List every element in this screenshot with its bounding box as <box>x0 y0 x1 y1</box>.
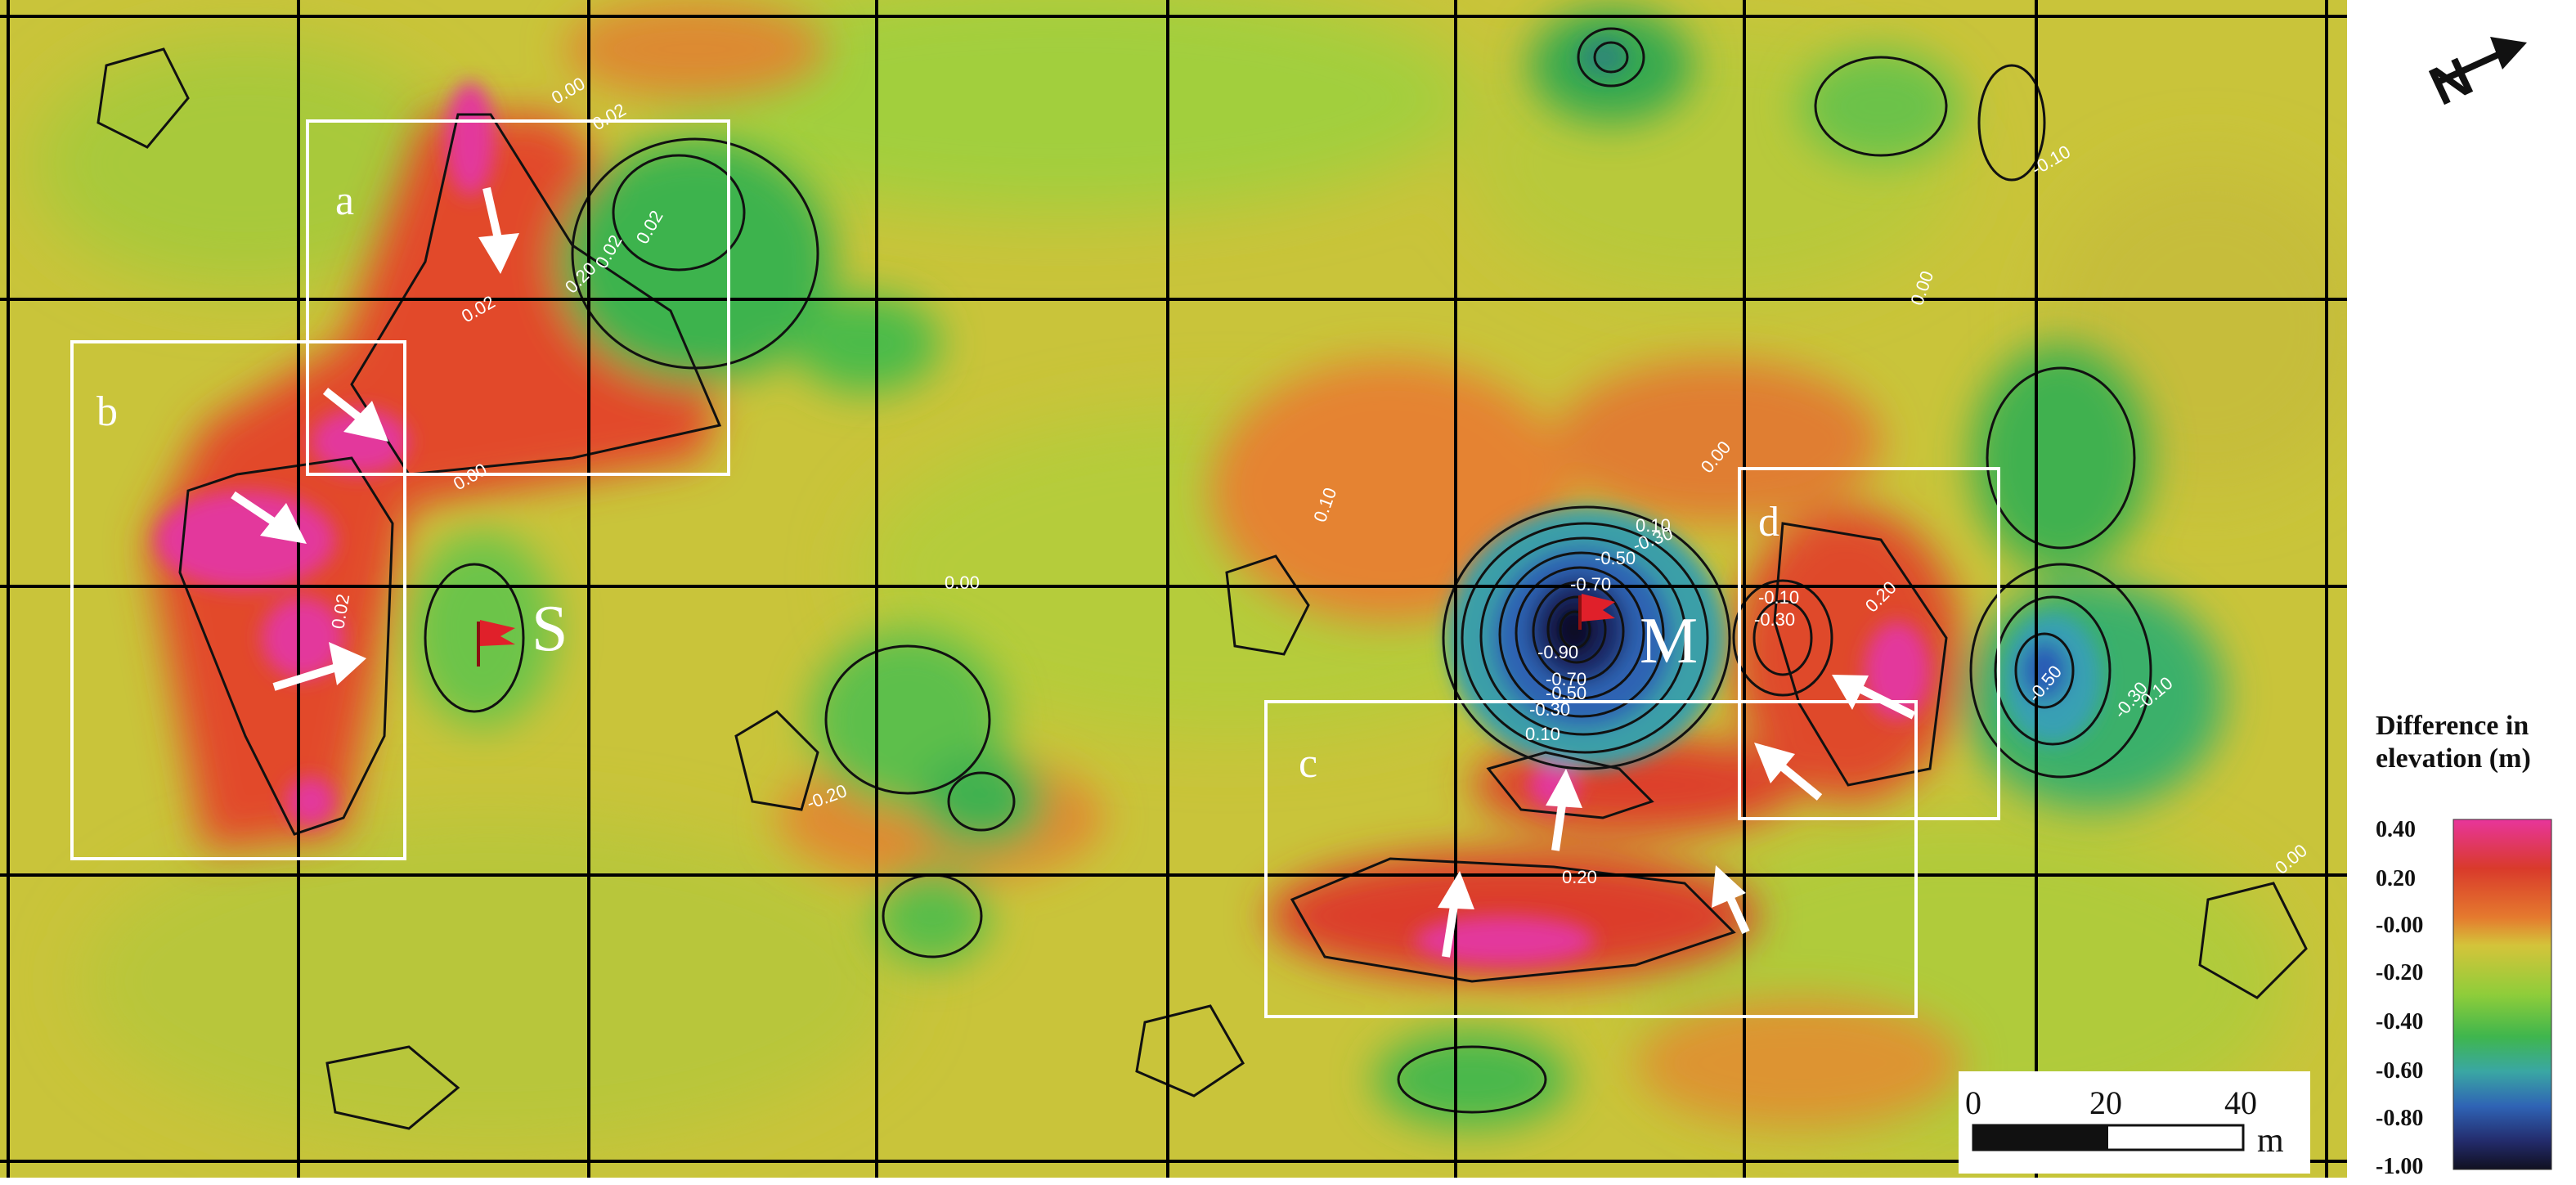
grid-lines <box>0 0 2347 1178</box>
legend-title: Difference in elevation (m) <box>2376 710 2576 775</box>
arrow-icon <box>478 186 519 274</box>
scale-unit: m <box>2257 1122 2284 1160</box>
site-S: S <box>477 593 568 667</box>
contour-label: 0.10 <box>1636 515 1671 536</box>
legend-label: -0.60 <box>2376 1058 2424 1084</box>
legend-label: -0.00 <box>2376 913 2424 938</box>
red-flag-icon <box>1578 594 1615 630</box>
north-label: N <box>2421 45 2481 116</box>
box-label-b: b <box>96 388 118 435</box>
scale-tick-20: 20 <box>2089 1084 2122 1121</box>
arrow-icon <box>1546 769 1582 851</box>
arrow-icon <box>1754 743 1823 801</box>
arrow-icon <box>1832 675 1916 720</box>
direction-arrows <box>231 186 1916 958</box>
site-label-M: M <box>1640 605 1698 677</box>
contour-label: 0.10 <box>1525 724 1560 744</box>
legend-label: -0.20 <box>2376 960 2424 985</box>
scale-tick-0: 0 <box>1965 1084 1981 1121</box>
arrow-icon <box>272 642 366 691</box>
box-label-a: a <box>335 177 354 224</box>
legend-label: 0.40 <box>2376 817 2416 842</box>
scale-bar: 0 20 40 m <box>1959 1071 2310 1174</box>
contour-label: -0.90 <box>1537 642 1578 662</box>
site-label-S: S <box>532 593 568 665</box>
box-labels: a b c d <box>96 177 1779 787</box>
legend-colorbar <box>2453 819 2552 1170</box>
contour-label: -0.70 <box>1546 669 1586 689</box>
box-d <box>1738 467 2000 820</box>
contour-label: -0.50 <box>1546 683 1586 703</box>
legend-title-line2: elevation (m) <box>2376 743 2531 774</box>
arrow-icon <box>231 491 307 544</box>
north-arrow-icon: N <box>2421 37 2527 117</box>
box-label-d: d <box>1758 499 1779 545</box>
legend-label: 0.20 <box>2376 866 2416 891</box>
contour-label: -0.30 <box>1754 609 1795 630</box>
box-label-c: c <box>1299 740 1317 787</box>
legend-label: -0.80 <box>2376 1106 2424 1131</box>
arrow-icon <box>1438 871 1474 958</box>
contour-label: -0.10 <box>1758 587 1799 608</box>
legend-label: -1.00 <box>2376 1154 2424 1179</box>
red-flag-icon <box>477 620 515 667</box>
contour-label: 0.20 <box>1562 867 1597 887</box>
study-area-boxes <box>70 119 2000 1018</box>
box-a <box>306 119 730 476</box>
arrow-icon <box>322 388 388 442</box>
contour-label: -0.70 <box>1570 574 1611 595</box>
elevation-raster: 0.00 0.02 0.02 0.02 0.20 0.02 0.00 0.02 … <box>0 0 2347 1178</box>
contour-lines <box>96 27 2308 1130</box>
legend-label: -0.40 <box>2376 1009 2424 1035</box>
contour-label: 0.00 <box>945 572 980 593</box>
box-c <box>1264 700 1918 1018</box>
scale-tick-40: 40 <box>2224 1084 2257 1121</box>
arrow-icon <box>1712 865 1750 935</box>
legend-title-line1: Difference in <box>2376 711 2529 741</box>
site-M: M <box>1578 594 1698 677</box>
box-b <box>70 340 406 860</box>
contour-label: -0.50 <box>1595 548 1636 568</box>
